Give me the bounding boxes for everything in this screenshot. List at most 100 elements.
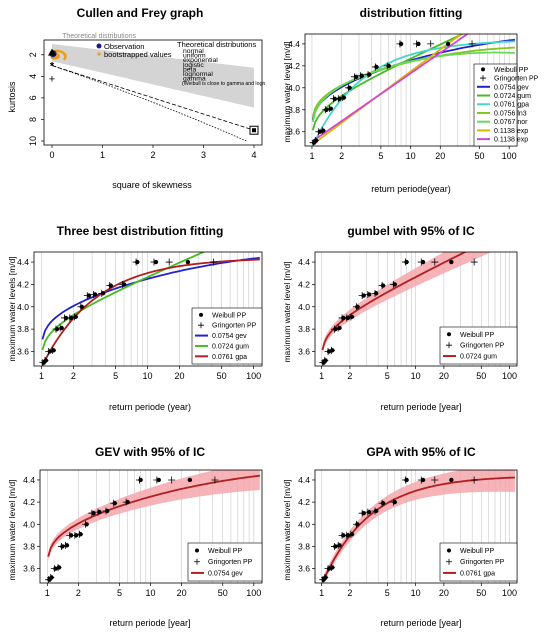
y-tick-label: 6 xyxy=(28,95,38,100)
x-tick-label: 50 xyxy=(476,588,486,598)
legend-box xyxy=(439,542,518,582)
x-tick-label: 5 xyxy=(378,151,383,161)
confidence-band xyxy=(322,470,516,583)
legend-gringorten: Gringorten PP xyxy=(208,559,253,566)
gringorten-point xyxy=(321,106,329,114)
x-tick-label: 0 xyxy=(49,150,54,160)
gringorten-point xyxy=(327,346,335,354)
legend-note: (Weibull is close to gamma and logn xyxy=(182,81,265,87)
x-tick-label: 20 xyxy=(177,588,187,598)
x-tick-label: 3 xyxy=(201,150,206,160)
gringorten-point xyxy=(88,509,96,517)
gringorten-point xyxy=(168,476,176,484)
gringorten-point xyxy=(358,292,366,300)
fit-curve-nor xyxy=(311,51,515,123)
legend-series-label: 0.0767 nor xyxy=(494,119,528,126)
gringorten-point xyxy=(153,476,161,484)
legend-weibull-marker xyxy=(447,548,451,553)
beta-region xyxy=(52,44,254,108)
x-tick-label: 5 xyxy=(385,588,390,598)
y-tick-label: 4.2 xyxy=(298,497,310,507)
gringorten-point xyxy=(106,282,114,290)
gringorten-point xyxy=(321,573,329,581)
gringorten-point xyxy=(118,280,126,288)
panel-title: GPA with 95% of IC xyxy=(366,445,476,459)
gringorten-point xyxy=(41,356,49,364)
gringorten-point xyxy=(54,563,62,571)
x-tick-label: 100 xyxy=(502,588,517,598)
gringorten-point xyxy=(71,531,79,539)
gringorten-point xyxy=(339,94,347,102)
gringorten-point xyxy=(327,563,335,571)
y-axis-label: maximum water level [m/d] xyxy=(282,41,292,142)
legend-weibull-marker xyxy=(195,548,199,553)
y-tick-label: 10 xyxy=(28,136,38,146)
gringorten-point xyxy=(66,314,74,322)
legend-weibull: Weibull PP xyxy=(460,332,494,339)
legend-box xyxy=(187,542,263,582)
gringorten-point xyxy=(347,530,355,538)
gringorten-point xyxy=(57,542,65,550)
legend-series-label: 0.0761 gpa xyxy=(494,102,529,109)
plot-frame xyxy=(39,469,263,584)
legend-weibull: Weibull PP xyxy=(460,548,494,555)
legend-series-label: 0.0754 gev xyxy=(208,570,243,577)
gringorten-point xyxy=(364,508,372,516)
panel-title: gumbel with 95% of IC xyxy=(347,224,475,238)
bootstrap-point xyxy=(63,54,67,58)
legend-gringorten: Gringorten PP xyxy=(460,559,505,566)
legend-weibull-marker xyxy=(481,67,485,72)
legend-gringorten: Gringorten PP xyxy=(212,323,257,330)
fit-curve-gpa xyxy=(321,476,516,583)
legend-gringorten-marker xyxy=(480,75,486,82)
gringorten-point xyxy=(94,508,102,516)
legend-gringorten: Gringorten PP xyxy=(494,76,539,83)
x-tick-label: 100 xyxy=(246,371,261,381)
gringorten-point xyxy=(150,258,158,266)
gev-panel: GEV with 95% of IC maximum water level [… xyxy=(7,445,263,628)
legend-bootstrap-marker xyxy=(97,52,101,56)
plot-frame xyxy=(314,251,518,367)
gringorten-point xyxy=(122,498,130,506)
x-tick-label: 1 xyxy=(319,371,324,381)
gringorten-point xyxy=(431,258,439,266)
distribution-fitting-panel: distribution fitting maximum water level… xyxy=(282,6,539,194)
y-tick-label: 3.8 xyxy=(298,541,310,551)
y-tick-label: 3.8 xyxy=(288,105,300,115)
plot-area xyxy=(309,34,516,146)
gringorten-point xyxy=(371,63,379,71)
y-tick-label: 4.4 xyxy=(17,257,29,267)
x-tick-label: 5 xyxy=(385,371,390,381)
normal-marker: * xyxy=(50,61,55,73)
x-tick-label: 2 xyxy=(76,588,81,598)
x-tick-label: 1 xyxy=(319,588,324,598)
gringorten-point xyxy=(98,289,106,297)
legend-series-label: 0.1138 exp xyxy=(494,137,528,144)
three-best-panel: Three best distribution fitting maximum … xyxy=(7,224,263,412)
x-tick-label: 20 xyxy=(439,371,449,381)
legend-series-label: 0.0754 gev xyxy=(212,333,247,340)
gringorten-point xyxy=(371,507,379,515)
gamma-line xyxy=(51,65,255,131)
y-tick-label: 4 xyxy=(28,74,38,79)
x-axis-label: return periode(year) xyxy=(371,184,451,194)
gringorten-point xyxy=(364,71,372,79)
y-tick-label: 8 xyxy=(28,117,38,122)
logistic-marker: + xyxy=(49,73,55,85)
gringorten-point xyxy=(210,258,218,266)
bootstrap-point xyxy=(59,50,63,54)
gringorten-point xyxy=(468,40,476,48)
fit-curve-exp xyxy=(312,34,469,142)
legend-bootstrap: bootstrapped values xyxy=(104,50,172,59)
gringorten-point xyxy=(90,290,98,298)
legend-series-label: 0.1138 exp xyxy=(494,128,528,135)
legend-theoretical-item: beta xyxy=(183,66,196,73)
y-tick-label: 3.8 xyxy=(17,324,29,334)
gringorten-point xyxy=(45,347,53,355)
gringorten-point xyxy=(50,565,58,573)
x-tick-label: 50 xyxy=(217,371,227,381)
gringorten-point xyxy=(378,499,386,507)
y-tick-label: 4.4 xyxy=(23,475,35,485)
gringorten-point xyxy=(324,347,332,355)
legend-weibull-marker xyxy=(447,332,451,337)
